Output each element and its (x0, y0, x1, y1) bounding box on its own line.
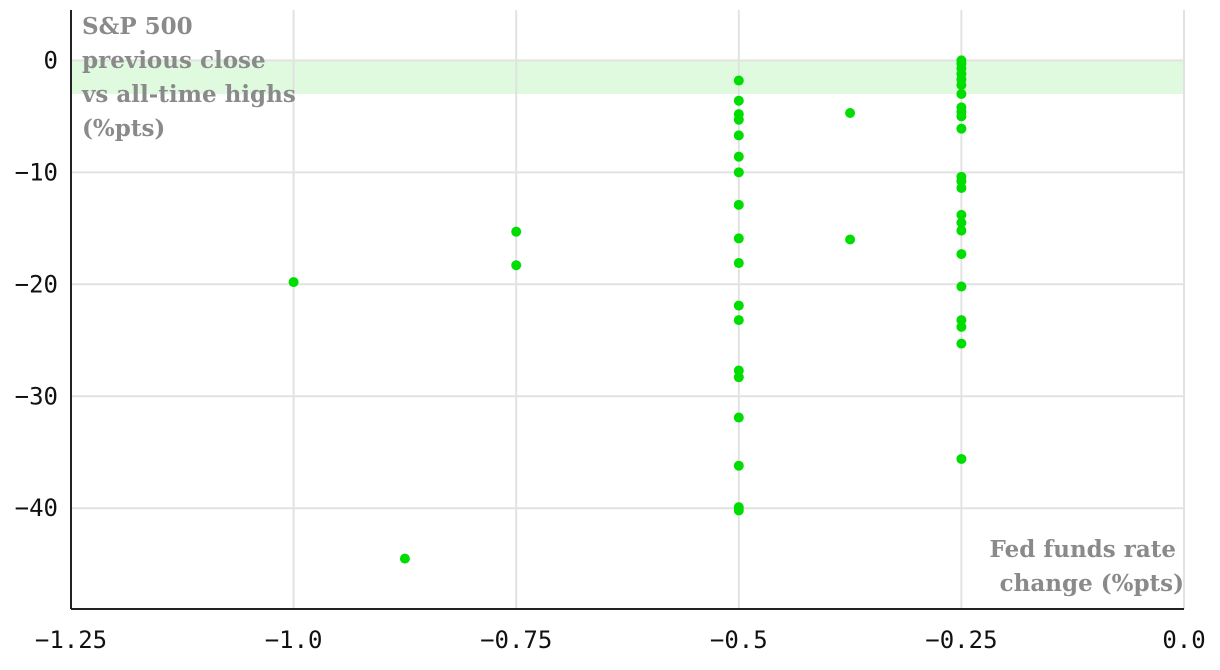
y-axis-label: S&P 500 previous close vs all-time highs… (81, 13, 304, 142)
data-point (399, 553, 410, 564)
data-point (733, 258, 744, 269)
data-point (511, 260, 522, 271)
data-point (733, 372, 744, 383)
data-point (956, 453, 967, 464)
data-point (733, 114, 744, 125)
x-tick-label: −0.5 (710, 626, 768, 654)
data-point (733, 412, 744, 423)
data-point (956, 217, 967, 228)
highlight-band (71, 60, 1184, 94)
x-tick-label: −1.25 (35, 626, 107, 654)
y-axis-label-line: (%pts) (82, 115, 165, 142)
data-point (733, 233, 744, 244)
y-tick-label: −30 (15, 382, 58, 410)
data-point (733, 315, 744, 326)
x-tick-label: −0.75 (480, 626, 552, 654)
y-tick-label: −20 (15, 270, 58, 298)
data-point (733, 505, 744, 516)
data-point (956, 111, 967, 122)
x-tick-label: −1.0 (265, 626, 323, 654)
data-point (956, 338, 967, 349)
data-point (956, 281, 967, 292)
data-point (956, 209, 967, 220)
data-point (956, 321, 967, 332)
axis-layer (70, 10, 1184, 610)
y-tick-label: 0 (44, 46, 58, 74)
data-point (733, 300, 744, 311)
data-point (511, 226, 522, 237)
tick-label-layer: −1.25 −1.0 −0.75 −0.5 −0.25 0.0 0 −10 −20 −30 −40 (15, 46, 1206, 654)
y-axis-label-line: vs all-time highs (81, 81, 296, 108)
x-axis-label-line: change (%pts) (1000, 570, 1184, 597)
highlight-band-layer (71, 60, 1184, 94)
grid-layer (71, 10, 1185, 609)
data-point (956, 249, 967, 260)
data-point (733, 75, 744, 86)
y-tick-label: −10 (15, 158, 58, 186)
data-point (733, 167, 744, 178)
y-tick-label: −40 (15, 494, 58, 522)
data-point (733, 151, 744, 162)
data-point (288, 277, 299, 288)
y-axis-label-line: S&P 500 (82, 13, 193, 40)
data-point (733, 460, 744, 471)
data-point (733, 199, 744, 210)
data-point (845, 234, 856, 245)
data-point (956, 80, 967, 91)
data-point (733, 130, 744, 141)
data-point (956, 123, 967, 134)
data-point (956, 225, 967, 236)
x-tick-label: 0.0 (1162, 626, 1205, 654)
data-point (733, 95, 744, 106)
y-axis-label-line: previous close (82, 47, 266, 74)
x-axis-label-line: Fed funds rate (990, 536, 1176, 563)
data-point (845, 108, 856, 119)
data-point (956, 88, 967, 99)
data-point (956, 183, 967, 194)
data-point-layer (288, 55, 967, 564)
x-axis-label: Fed funds rate change (%pts) (990, 536, 1184, 597)
x-tick-label: −0.25 (925, 626, 997, 654)
